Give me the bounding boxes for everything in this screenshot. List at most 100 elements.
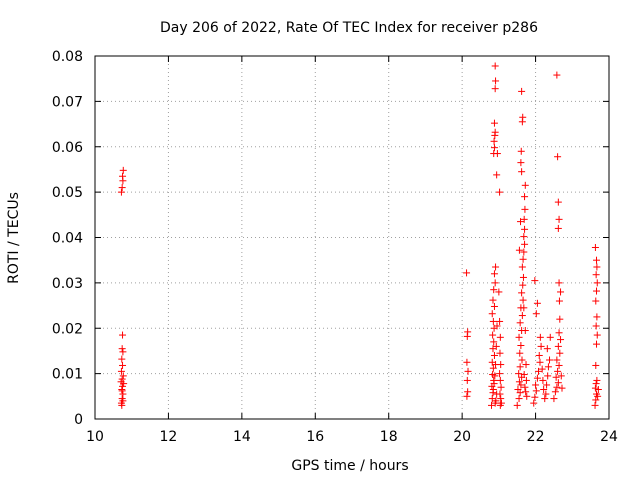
- data-point: [490, 144, 498, 152]
- data-point: [118, 345, 126, 353]
- data-point: [517, 218, 525, 226]
- data-point: [540, 386, 548, 394]
- data-point: [489, 386, 497, 394]
- data-point: [518, 356, 526, 364]
- data-point: [554, 224, 562, 232]
- data-point: [521, 240, 529, 248]
- data-point: [489, 296, 497, 304]
- data-point: [490, 286, 498, 294]
- data-point: [592, 361, 600, 369]
- data-point: [119, 172, 127, 180]
- y-tick-labels: 0 0.01 0.02 0.03 0.04 0.05 0.06 0.07 0.08: [52, 49, 83, 428]
- data-point: [118, 375, 126, 383]
- data-point: [513, 401, 521, 409]
- x-tick-label: 14: [233, 429, 251, 445]
- data-point: [552, 373, 560, 381]
- data-point: [521, 383, 529, 391]
- data-point: [496, 333, 504, 341]
- data-point: [496, 349, 504, 357]
- data-point: [531, 277, 539, 285]
- data-point: [543, 345, 551, 353]
- data-point: [464, 388, 472, 396]
- data-point: [554, 198, 562, 206]
- y-tick-label: 0.03: [52, 276, 83, 292]
- data-point: [593, 279, 601, 287]
- data-point: [542, 390, 550, 398]
- data-point: [492, 77, 500, 85]
- data-point: [592, 322, 600, 330]
- data-point: [520, 215, 528, 223]
- data-point: [118, 387, 126, 395]
- data-point: [521, 193, 529, 201]
- data-point: [491, 372, 499, 380]
- data-point: [518, 289, 526, 297]
- data-point: [593, 287, 601, 295]
- data-point: [532, 310, 540, 318]
- data-point: [119, 390, 127, 398]
- data-point: [491, 279, 499, 287]
- data-point: [544, 372, 552, 380]
- data-point: [490, 302, 498, 310]
- data-point: [463, 376, 471, 384]
- data-point: [119, 372, 127, 380]
- data-point: [553, 356, 561, 364]
- data-point: [551, 388, 559, 396]
- data-point: [490, 380, 498, 388]
- data-point: [522, 376, 530, 384]
- data-point: [497, 361, 505, 369]
- x-tick-label: 16: [306, 429, 324, 445]
- x-tick-label: 24: [600, 429, 618, 445]
- data-point: [516, 349, 524, 357]
- data-point: [554, 153, 562, 161]
- data-point: [496, 376, 504, 384]
- data-point: [119, 166, 127, 174]
- data-point: [553, 383, 561, 391]
- data-point: [495, 288, 503, 296]
- data-point: [555, 361, 563, 369]
- data-point: [591, 384, 599, 392]
- data-point: [490, 137, 498, 145]
- data-point: [520, 248, 528, 256]
- x-tick-label: 18: [380, 429, 398, 445]
- data-point: [593, 376, 601, 384]
- data-point: [555, 329, 563, 337]
- data-point: [532, 381, 540, 389]
- data-point: [493, 150, 501, 158]
- data-point: [519, 296, 527, 304]
- data-point: [492, 263, 500, 271]
- data-point: [491, 399, 499, 407]
- data-point: [593, 340, 601, 348]
- data-point: [518, 168, 526, 176]
- data-point: [519, 255, 527, 263]
- data-point: [496, 390, 504, 398]
- data-point: [536, 333, 544, 341]
- y-tick-label: 0: [74, 412, 83, 428]
- data-point: [515, 333, 523, 341]
- data-point: [557, 288, 565, 296]
- data-point: [492, 342, 500, 350]
- data-point: [497, 395, 505, 403]
- data-point: [489, 364, 497, 372]
- data-point: [517, 159, 525, 167]
- data-point: [532, 387, 540, 395]
- data-point: [463, 358, 471, 366]
- data-point: [593, 263, 601, 271]
- data-point: [535, 367, 543, 375]
- data-point: [520, 304, 528, 312]
- data-point: [514, 386, 522, 394]
- data-point: [488, 401, 496, 409]
- x-axis-label: GPS time / hours: [291, 458, 408, 474]
- data-point: [594, 386, 602, 394]
- data-point: [517, 147, 525, 155]
- data-point: [530, 399, 538, 407]
- x-tick-label: 10: [86, 429, 104, 445]
- data-point: [496, 188, 504, 196]
- data-point: [592, 380, 600, 388]
- data-point: [519, 281, 527, 289]
- data-point: [593, 256, 601, 264]
- y-tick-label: 0.05: [52, 185, 83, 201]
- data-point: [556, 349, 564, 357]
- data-point: [497, 383, 505, 391]
